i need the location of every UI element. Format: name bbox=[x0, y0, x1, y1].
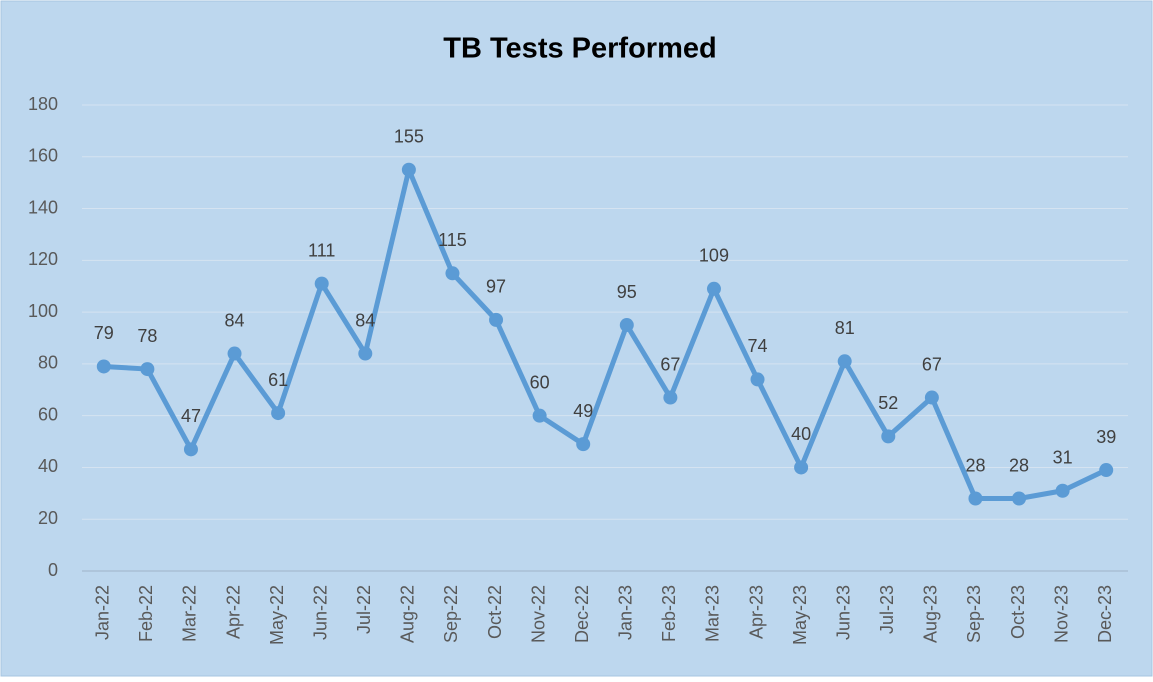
x-tick-label: Dec-23 bbox=[1095, 585, 1115, 643]
data-label: 67 bbox=[660, 354, 680, 374]
data-marker bbox=[271, 406, 286, 421]
chart-title: TB Tests Performed bbox=[443, 33, 716, 65]
data-label: 95 bbox=[617, 282, 637, 302]
x-tick-label: Jan-22 bbox=[93, 585, 113, 640]
data-marker bbox=[1099, 463, 1114, 478]
data-marker bbox=[532, 408, 547, 423]
y-tick-label: 180 bbox=[28, 94, 58, 114]
x-tick-label: Nov-23 bbox=[1051, 585, 1071, 643]
x-tick-label: Jul-22 bbox=[354, 585, 374, 634]
x-tick-label: Jun-22 bbox=[310, 585, 330, 640]
x-tick-label: Aug-22 bbox=[398, 585, 418, 643]
x-tick-label: Mar-23 bbox=[703, 585, 723, 642]
data-label: 97 bbox=[486, 277, 506, 297]
data-label: 40 bbox=[791, 424, 811, 444]
data-marker bbox=[1055, 483, 1070, 498]
data-label: 78 bbox=[137, 326, 157, 346]
data-label: 79 bbox=[94, 323, 114, 343]
x-tick-label: Mar-22 bbox=[180, 585, 200, 642]
y-tick-label: 140 bbox=[28, 197, 58, 217]
data-label: 115 bbox=[438, 230, 467, 250]
data-marker bbox=[358, 346, 373, 361]
data-marker bbox=[96, 359, 111, 374]
data-marker bbox=[968, 491, 983, 506]
data-label: 31 bbox=[1053, 447, 1073, 467]
y-tick-label: 80 bbox=[38, 353, 58, 373]
y-tick-label: 20 bbox=[38, 508, 58, 528]
y-tick-label: 0 bbox=[48, 560, 58, 580]
data-marker bbox=[314, 276, 329, 291]
data-label: 109 bbox=[699, 246, 729, 266]
data-label: 28 bbox=[965, 455, 985, 475]
x-tick-label: Sep-22 bbox=[441, 585, 461, 643]
x-tick-label: Apr-23 bbox=[746, 585, 766, 639]
data-marker bbox=[401, 162, 416, 177]
data-label: 60 bbox=[530, 372, 550, 392]
data-marker bbox=[140, 362, 155, 377]
data-marker bbox=[445, 266, 460, 281]
data-marker bbox=[489, 312, 504, 327]
x-tick-label: Jul-23 bbox=[877, 585, 897, 634]
data-marker bbox=[706, 281, 721, 296]
x-tick-label: May-23 bbox=[790, 585, 810, 645]
x-tick-label: Feb-22 bbox=[136, 585, 156, 642]
y-tick-label: 100 bbox=[28, 301, 58, 321]
y-tick-label: 60 bbox=[38, 404, 58, 424]
data-marker bbox=[794, 460, 809, 475]
data-label: 49 bbox=[573, 401, 593, 421]
x-tick-label: May-22 bbox=[267, 585, 287, 645]
data-label: 84 bbox=[355, 310, 375, 330]
data-label: 74 bbox=[748, 336, 768, 356]
y-tick-label: 40 bbox=[38, 456, 58, 476]
data-marker bbox=[1012, 491, 1027, 506]
data-marker bbox=[663, 390, 678, 405]
x-tick-label: Sep-23 bbox=[964, 585, 984, 643]
data-marker bbox=[576, 437, 591, 452]
x-tick-label: Dec-22 bbox=[572, 585, 592, 643]
data-label: 67 bbox=[922, 354, 942, 374]
x-tick-label: Oct-23 bbox=[1008, 585, 1028, 639]
data-marker bbox=[881, 429, 896, 444]
x-tick-label: Feb-23 bbox=[659, 585, 679, 642]
data-label: 47 bbox=[181, 406, 201, 426]
data-marker bbox=[227, 346, 242, 361]
data-label: 52 bbox=[878, 393, 898, 413]
data-label: 155 bbox=[394, 126, 424, 146]
data-label: 39 bbox=[1096, 427, 1116, 447]
y-tick-label: 120 bbox=[28, 249, 58, 269]
data-label: 28 bbox=[1009, 455, 1029, 475]
x-tick-label: Jan-23 bbox=[616, 585, 636, 640]
data-marker bbox=[619, 318, 634, 333]
data-marker bbox=[183, 442, 198, 457]
x-tick-label: Oct-22 bbox=[485, 585, 505, 639]
data-label: 84 bbox=[225, 310, 245, 330]
data-marker bbox=[924, 390, 939, 405]
x-tick-label: Nov-22 bbox=[528, 585, 548, 643]
data-marker bbox=[837, 354, 852, 369]
data-marker bbox=[750, 372, 765, 387]
x-tick-label: Apr-22 bbox=[223, 585, 243, 639]
data-line bbox=[101, 167, 1109, 502]
x-tick-label: Aug-23 bbox=[921, 585, 941, 643]
y-tick-label: 160 bbox=[28, 146, 58, 166]
data-label: 81 bbox=[835, 318, 855, 338]
data-label: 111 bbox=[308, 240, 335, 260]
x-tick-label: Jun-23 bbox=[833, 585, 853, 640]
data-label: 61 bbox=[268, 370, 288, 390]
